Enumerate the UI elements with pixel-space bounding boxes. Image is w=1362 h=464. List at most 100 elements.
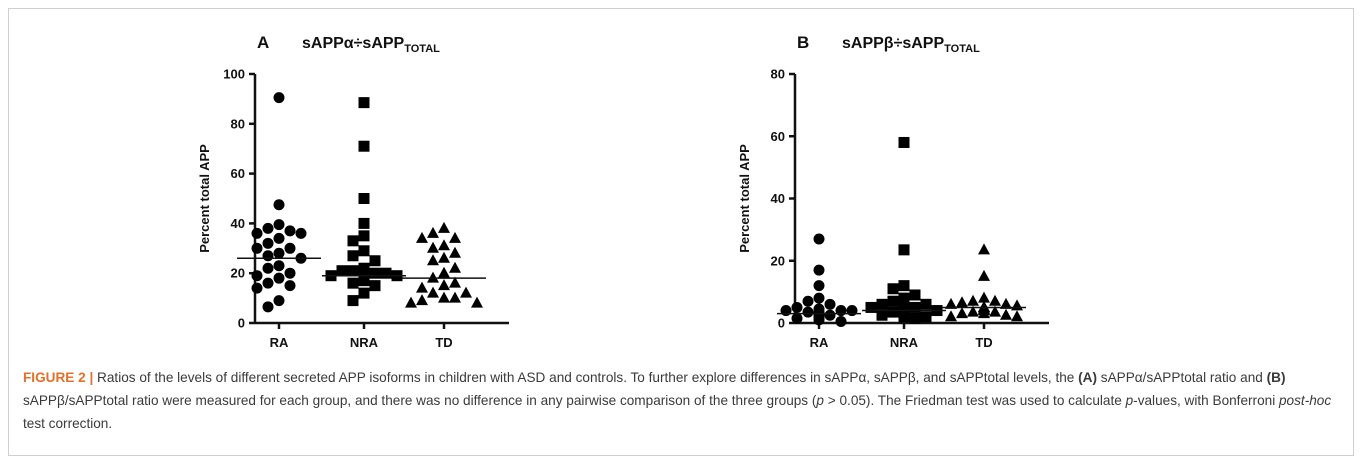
panel-b-point-td — [978, 291, 990, 303]
panel-b-point-td — [945, 297, 957, 309]
panel-b-point-ra — [802, 306, 814, 318]
panel-b-y-axis-label: Percent total APP — [737, 144, 752, 253]
panel-a-point-ra — [262, 262, 274, 274]
panel-b-x-tick-label: RA — [810, 335, 829, 350]
panel-b-point-td — [967, 294, 979, 306]
panel-a-point-ra — [284, 267, 296, 279]
panel-b-point-nra — [898, 244, 910, 256]
caption-ref-a: (A) — [1078, 370, 1098, 385]
panel-b-point-td — [978, 307, 990, 319]
panel-b-x-tick-label: TD — [975, 335, 992, 350]
panel-a-point-ra — [284, 225, 296, 237]
panel-a-point-td — [438, 291, 450, 303]
panel-a-point-nra — [358, 262, 370, 274]
panel-b-point-nra — [898, 280, 910, 292]
panel-a-point-nra — [358, 230, 370, 242]
panel-b-point-ra — [813, 292, 825, 304]
panel-a-y-tick-label: 20 — [231, 266, 245, 281]
panel-a-point-ra — [273, 219, 285, 231]
panel-b-point-ra — [824, 298, 836, 310]
panel-b-point-td — [1000, 297, 1012, 309]
panel-a-point-nra — [347, 277, 359, 289]
panel-a-point-nra — [347, 295, 359, 307]
panel-a-y-tick-label: 80 — [231, 116, 245, 131]
panel-a-point-td — [416, 281, 428, 293]
panel-a-point-nra — [369, 255, 381, 267]
panel-b-point-ra — [813, 233, 825, 245]
panel-a-point-nra — [347, 250, 359, 262]
caption-text-4: > 0.05). The Friedman test was used to c… — [823, 393, 1126, 408]
panel-a-point-td — [449, 276, 461, 288]
panel-a-point-td — [460, 286, 472, 298]
panel-a-point-td — [471, 296, 483, 308]
panel-a-x-tick-label: TD — [435, 335, 452, 350]
panel-a-point-ra — [262, 301, 274, 313]
panel-b-point-nra — [898, 292, 910, 304]
panel-b-y-tick-label: 20 — [771, 253, 785, 268]
panel-a-point-ra — [251, 270, 263, 282]
panel-b-point-ra — [835, 315, 847, 327]
panel-b-point-ra — [791, 301, 803, 313]
panel-b-point-ra — [791, 312, 803, 324]
panel-b-point-td — [989, 305, 1001, 317]
panel-a-point-td — [438, 221, 450, 233]
panel-a-point-nra — [358, 217, 370, 229]
caption-p-values-symbol: p — [1125, 393, 1134, 408]
panel-b-point-nra — [909, 312, 921, 324]
panel-b-point-td — [1000, 308, 1012, 320]
panel-a-point-ra — [262, 222, 274, 234]
panel-a-point-td — [427, 254, 439, 266]
caption-ref-b: (B) — [1266, 370, 1286, 385]
panel-a-point-ra — [273, 272, 285, 284]
panel-b-point-ra — [824, 309, 836, 321]
panel-a-point-ra — [251, 242, 263, 254]
caption-text-6: test correction. — [23, 416, 113, 431]
panel-a-point-td — [427, 241, 439, 253]
panel-a-point-td — [449, 291, 461, 303]
panel-a-point-nra — [336, 265, 348, 277]
panel-a-point-td — [449, 246, 461, 258]
panel-a-point-nra — [358, 140, 370, 152]
panel-b-point-td — [978, 269, 990, 281]
panel-b-point-nra — [887, 306, 899, 318]
panel-b-x-tick-label: NRA — [890, 335, 919, 350]
panel-a-point-td — [416, 231, 428, 243]
panel-b-point-td — [956, 296, 968, 308]
figure-caption: FIGURE 2 | Ratios of the levels of diffe… — [23, 366, 1341, 435]
panel-b-y-tick-label: 80 — [771, 67, 785, 82]
caption-figure-label: FIGURE 2 | — [23, 370, 94, 385]
panel-a-point-ra — [273, 232, 285, 244]
caption-text-1: Ratios of the levels of different secret… — [93, 370, 1079, 385]
panel-a-point-ra — [273, 260, 285, 272]
panel-a-point-ra — [273, 92, 285, 104]
panel-a-y-axis-label: Percent total APP — [197, 144, 212, 253]
panel-a-point-ra — [273, 199, 285, 211]
panel-a-point-td — [427, 226, 439, 238]
panel-a-point-td — [427, 271, 439, 283]
panel-a-label: A — [257, 33, 269, 52]
panel-a-y-tick-label: 40 — [231, 216, 245, 231]
panel-a-point-ra — [273, 295, 285, 307]
panel-a-point-ra — [284, 242, 296, 254]
panel-a-point-td — [427, 286, 439, 298]
panel-a-y-tick-label: 0 — [238, 316, 245, 331]
panel-a-point-ra — [251, 227, 263, 239]
panel-b-point-td — [1011, 299, 1023, 311]
panel-b-point-nra — [920, 298, 932, 310]
panel-b-point-nra — [876, 309, 888, 321]
panel-b-point-nra — [920, 311, 932, 323]
panel-a-y-tick-label: 100 — [223, 67, 245, 82]
panel-a-point-ra — [262, 277, 274, 289]
panel-a-point-td — [449, 231, 461, 243]
panel-a-point-nra — [369, 280, 381, 292]
panel-a-point-nra — [358, 275, 370, 287]
panel-a-point-nra — [347, 235, 359, 247]
caption-text-5: -values, with Bonferroni — [1133, 393, 1279, 408]
caption-posthoc: post-hoc — [1279, 393, 1332, 408]
panel-b-point-td — [978, 243, 990, 255]
panel-a-point-td — [438, 239, 450, 251]
panel-b-point-td — [945, 310, 957, 322]
panel-a-point-td — [438, 279, 450, 291]
